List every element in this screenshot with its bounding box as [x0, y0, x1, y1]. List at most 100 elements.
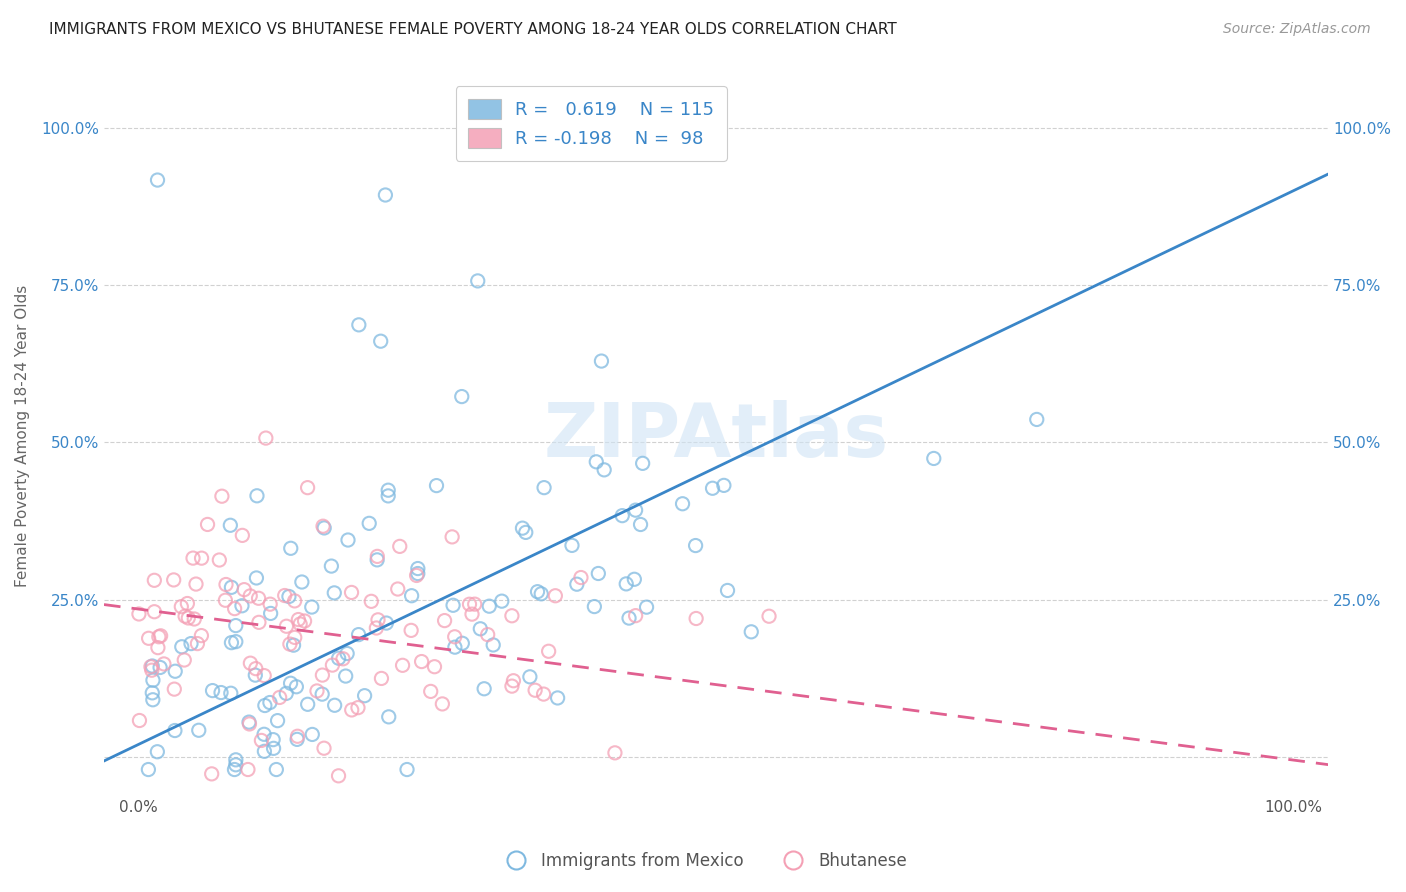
Point	[588, 566, 610, 581]
Point	[215, 577, 238, 591]
Point	[221, 635, 243, 649]
Point	[285, 680, 308, 694]
Point	[370, 672, 392, 686]
Point	[443, 630, 465, 644]
Point	[312, 741, 335, 756]
Point	[287, 729, 309, 743]
Point	[259, 597, 281, 611]
Point	[141, 686, 163, 700]
Point	[515, 525, 537, 540]
Point	[366, 621, 388, 635]
Point	[702, 481, 724, 495]
Point	[285, 732, 308, 747]
Point	[247, 591, 270, 606]
Point	[624, 608, 647, 623]
Point	[502, 673, 524, 688]
Point	[138, 632, 160, 646]
Point	[245, 571, 267, 585]
Point	[276, 619, 298, 633]
Point	[149, 660, 172, 674]
Point	[624, 503, 647, 517]
Point	[569, 570, 592, 584]
Point	[425, 478, 447, 492]
Point	[450, 390, 472, 404]
Point	[405, 568, 427, 582]
Point	[377, 710, 399, 724]
Point	[323, 586, 346, 600]
Point	[247, 615, 270, 630]
Point	[328, 651, 350, 665]
Point	[530, 587, 553, 601]
Point	[366, 553, 388, 567]
Point	[524, 683, 547, 698]
Point	[259, 696, 281, 710]
Point	[142, 692, 165, 706]
Point	[233, 582, 256, 597]
Point	[284, 631, 307, 645]
Point	[458, 597, 481, 611]
Point	[561, 538, 583, 552]
Point	[201, 683, 224, 698]
Point	[491, 594, 513, 608]
Point	[311, 668, 333, 682]
Point	[253, 744, 276, 758]
Point	[177, 611, 200, 625]
Point	[201, 767, 224, 781]
Point	[141, 663, 163, 677]
Point	[297, 698, 319, 712]
Point	[225, 757, 247, 772]
Point	[359, 516, 381, 531]
Point	[236, 763, 259, 777]
Point	[1025, 412, 1047, 426]
Point	[170, 640, 193, 654]
Point	[347, 700, 370, 714]
Point	[337, 533, 360, 547]
Point	[336, 647, 359, 661]
Point	[231, 528, 253, 542]
Point	[225, 634, 247, 648]
Point	[176, 597, 198, 611]
Legend: R =   0.619    N = 115, R = -0.198    N =  98: R = 0.619 N = 115, R = -0.198 N = 98	[456, 87, 727, 161]
Point	[321, 559, 343, 574]
Point	[432, 697, 454, 711]
Point	[224, 763, 246, 777]
Point	[138, 763, 160, 777]
Point	[146, 745, 169, 759]
Point	[340, 585, 363, 599]
Point	[280, 541, 302, 556]
Point	[547, 690, 569, 705]
Point	[291, 574, 314, 589]
Point	[367, 613, 389, 627]
Point	[716, 583, 738, 598]
Point	[294, 614, 316, 628]
Point	[221, 580, 243, 594]
Point	[501, 679, 523, 693]
Point	[387, 582, 409, 596]
Point	[544, 589, 567, 603]
Legend: Immigrants from Mexico, Bhutanese: Immigrants from Mexico, Bhutanese	[492, 846, 914, 877]
Point	[209, 685, 232, 699]
Point	[477, 627, 499, 641]
Point	[277, 590, 299, 604]
Point	[139, 659, 162, 673]
Point	[183, 612, 205, 626]
Point	[187, 723, 209, 738]
Point	[467, 274, 489, 288]
Point	[685, 611, 707, 625]
Point	[328, 769, 350, 783]
Point	[740, 624, 762, 639]
Point	[377, 489, 399, 503]
Point	[591, 354, 613, 368]
Point	[470, 622, 492, 636]
Point	[631, 456, 654, 470]
Point	[128, 607, 150, 621]
Point	[441, 530, 464, 544]
Point	[208, 553, 231, 567]
Point	[922, 451, 945, 466]
Point	[297, 481, 319, 495]
Point	[482, 638, 505, 652]
Point	[245, 668, 267, 682]
Point	[399, 624, 422, 638]
Point	[269, 690, 291, 705]
Point	[335, 669, 357, 683]
